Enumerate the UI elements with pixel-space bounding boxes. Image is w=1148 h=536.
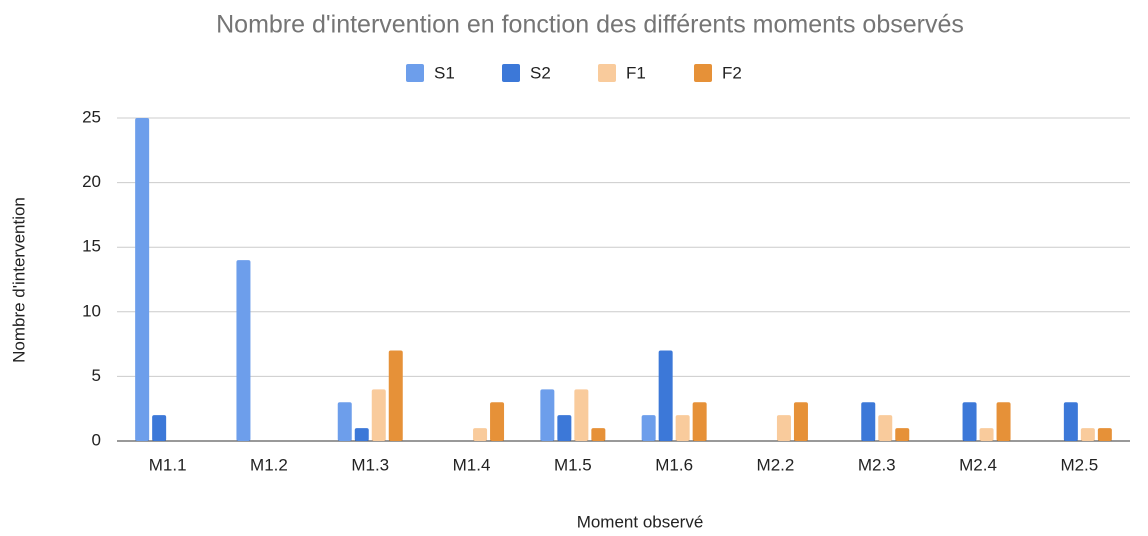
bar (490, 402, 505, 441)
x-tick-label: M2.5 (1060, 455, 1098, 474)
bar (996, 402, 1011, 441)
x-tick-label: M1.4 (453, 455, 491, 474)
bar (1063, 402, 1078, 441)
bar (236, 260, 251, 441)
x-tick-label: M1.5 (554, 455, 592, 474)
legend-swatch (502, 64, 520, 82)
legend-label: S2 (530, 63, 551, 82)
x-tick-label: M1.6 (655, 455, 693, 474)
bar (658, 350, 673, 441)
y-tick-label: 20 (82, 172, 101, 191)
x-tick-label: M1.1 (149, 455, 187, 474)
bar (675, 415, 690, 441)
legend-label: F2 (722, 63, 742, 82)
x-tick-label: M1.3 (351, 455, 389, 474)
bar (540, 389, 555, 441)
bar (878, 415, 893, 441)
legend-label: S1 (434, 63, 455, 82)
y-tick-label: 5 (92, 366, 101, 385)
bar (692, 402, 707, 441)
legend-swatch (406, 64, 424, 82)
chart-title: Nombre d'intervention en fonction des di… (216, 11, 964, 39)
y-tick-label: 10 (82, 301, 101, 320)
x-axis-label: Moment observé (577, 512, 704, 531)
bar (152, 415, 167, 441)
bar (388, 350, 403, 441)
legend-swatch (598, 64, 616, 82)
bar (574, 389, 589, 441)
bar (591, 428, 606, 441)
x-tick-label: M2.3 (858, 455, 896, 474)
bar (557, 415, 572, 441)
bar (895, 428, 910, 441)
bar (1080, 428, 1095, 441)
bar (979, 428, 994, 441)
bar (793, 402, 808, 441)
bar (371, 389, 386, 441)
y-tick-label: 0 (92, 430, 101, 449)
y-tick-label: 15 (82, 237, 101, 256)
legend-swatch (694, 64, 712, 82)
x-tick-label: M1.2 (250, 455, 288, 474)
y-axis-label: Nombre d'intervention (9, 197, 28, 363)
y-tick-label: 25 (82, 107, 101, 126)
x-tick-label: M2.4 (959, 455, 997, 474)
bar (135, 118, 150, 441)
bar (962, 402, 977, 441)
bar (776, 415, 791, 441)
bar (354, 428, 369, 441)
bar (337, 402, 352, 441)
bar (473, 428, 488, 441)
x-tick-label: M2.2 (757, 455, 795, 474)
bar (641, 415, 656, 441)
bar (861, 402, 876, 441)
legend-label: F1 (626, 63, 646, 82)
bar (1097, 428, 1112, 441)
